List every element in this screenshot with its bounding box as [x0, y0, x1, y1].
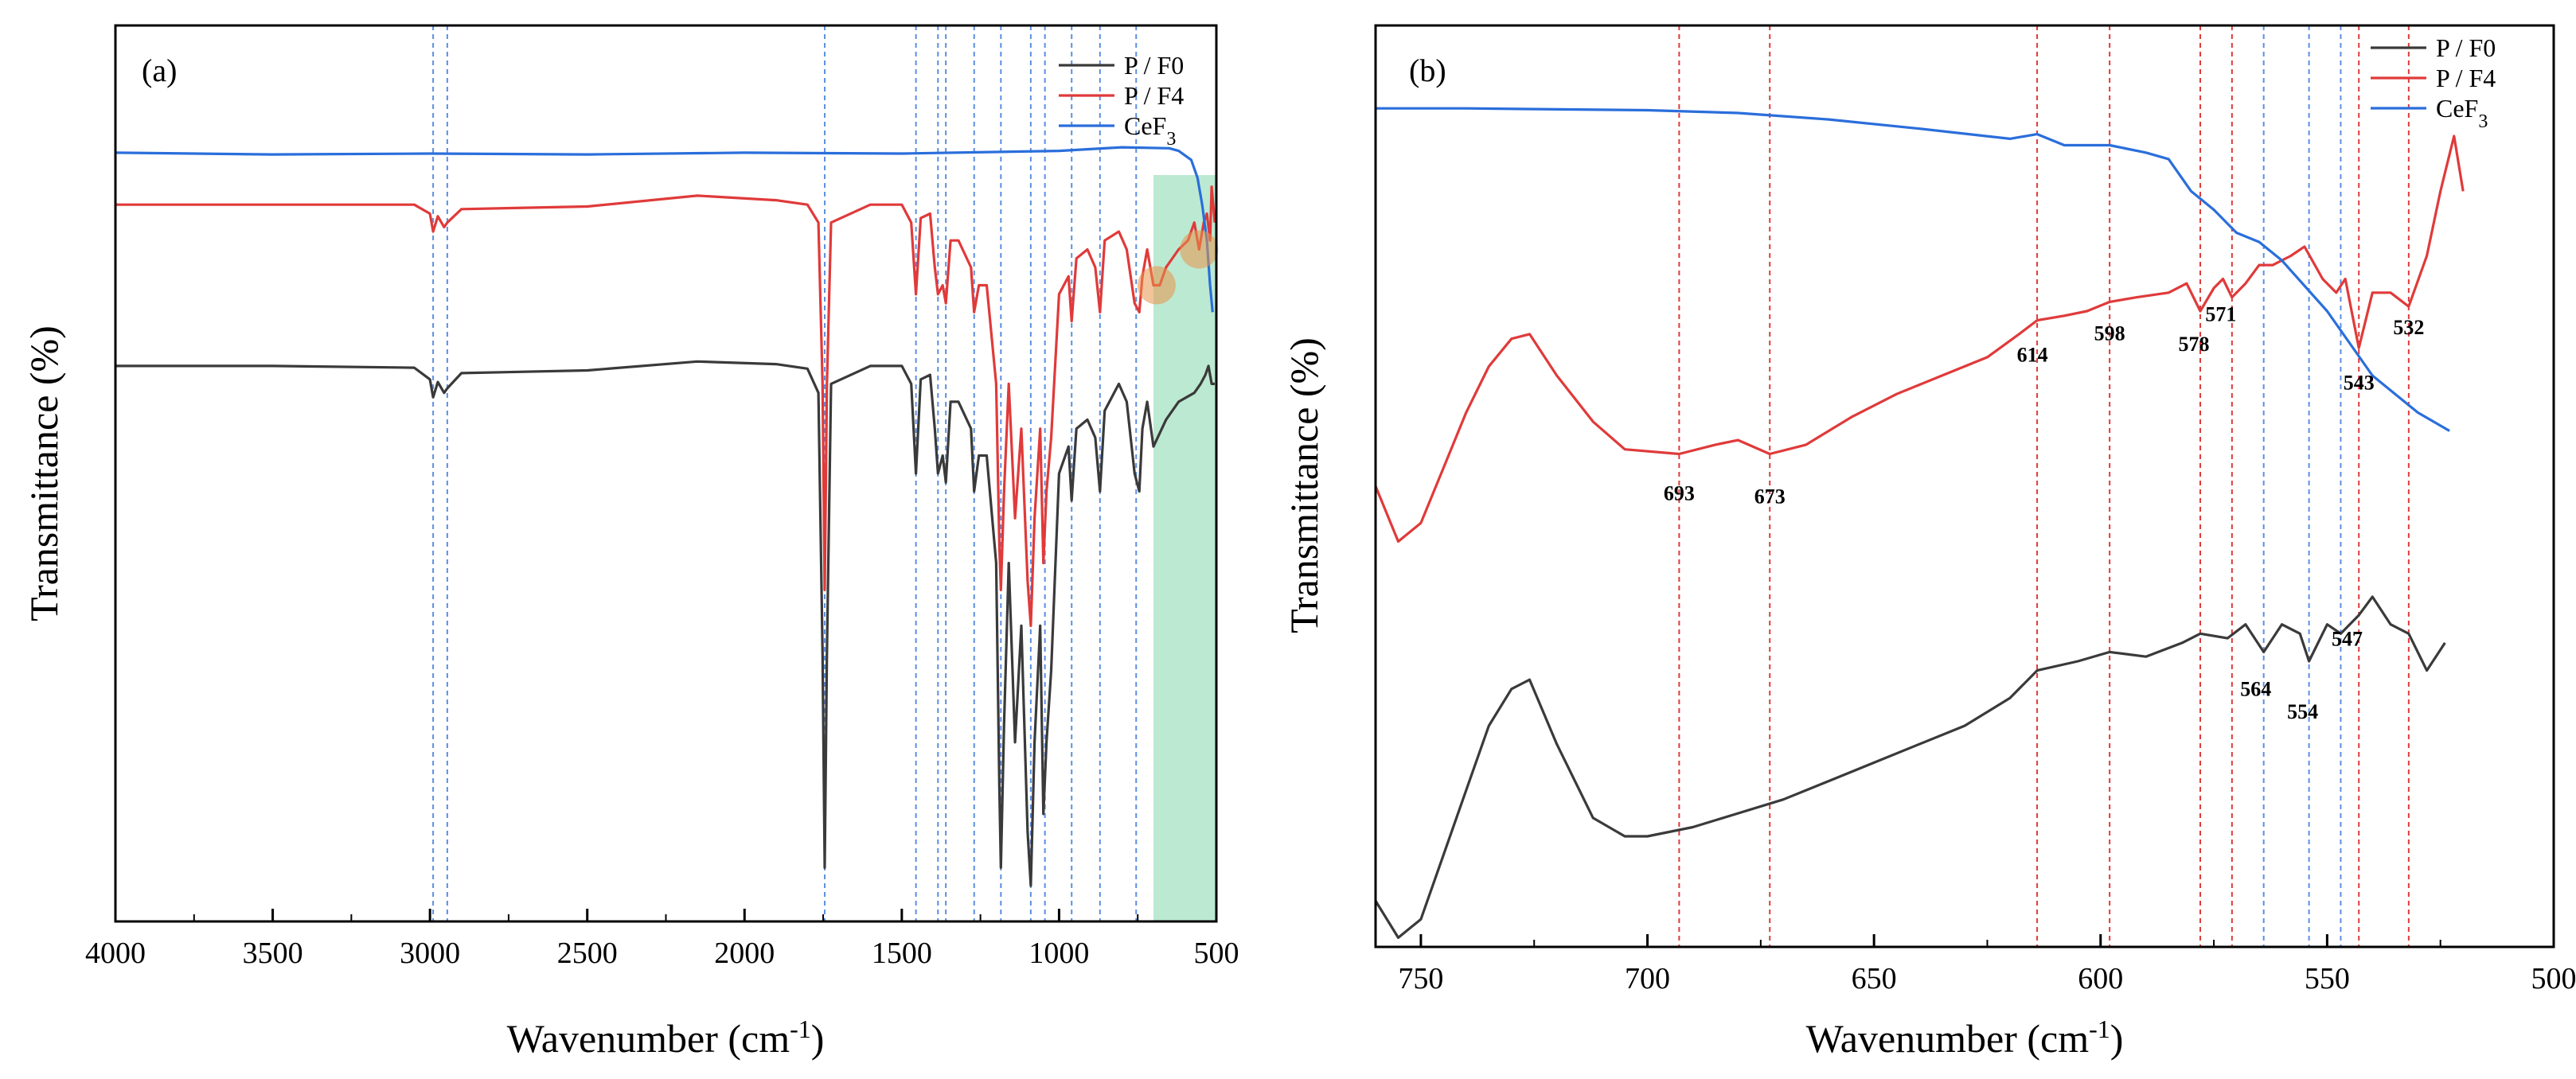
peak-label-571: 571 — [2205, 303, 2236, 326]
panel-a-y-axis-title: Transmittance (%) — [21, 325, 66, 621]
x-tick-label-2000: 2000 — [714, 937, 775, 970]
legend-label-p-f4: P / F4 — [2436, 64, 2496, 92]
panel-a-x-axis-title-sup: -1 — [790, 1015, 811, 1043]
series-line-cef3 — [1376, 107, 2450, 432]
panel-a-x-axis-title-main: Wavenumber (cm — [507, 1016, 790, 1061]
x-tick-label-700: 700 — [1625, 962, 1670, 995]
panel-a-reference-lines — [432, 25, 1138, 921]
panel-b-x-axis-title: Wavenumber (cm-1) — [1806, 1015, 2124, 1061]
panel-b-reference-lines — [1678, 25, 2410, 947]
series-line-p-f4 — [1374, 134, 2465, 543]
peak-label-547: 547 — [2332, 627, 2363, 650]
panel-b-x-ticks: 750 700 650 600 550 500 — [1398, 934, 2576, 995]
panel-a-x-axis-title: Wavenumber (cm-1) — [507, 1015, 825, 1061]
peak-label-532: 532 — [2393, 316, 2424, 339]
panel-a-markers — [1137, 230, 1219, 305]
peak-label-598: 598 — [2094, 321, 2125, 345]
x-tick-label-500: 500 — [2531, 962, 2576, 995]
legend-label-p-f0: P / F0 — [2436, 33, 2496, 62]
panel-b-plot-frame — [1374, 24, 2555, 949]
x-tick-label-3000: 3000 — [400, 937, 460, 970]
x-tick-label-4000: 4000 — [85, 937, 146, 970]
panel-b-label: (b) — [1409, 53, 1446, 88]
highlight-marker-555 — [1180, 230, 1219, 269]
series-line-p-f0 — [115, 360, 1215, 887]
x-tick-label-750: 750 — [1398, 962, 1443, 995]
peak-label-543: 543 — [2344, 371, 2375, 394]
x-tick-label-1000: 1000 — [1028, 937, 1089, 970]
x-tick-label-2500: 2500 — [557, 937, 618, 970]
peak-label-673: 673 — [1754, 485, 1786, 508]
highlight-marker-690 — [1137, 266, 1176, 305]
panel-b-x-axis-title-sup: -1 — [2089, 1015, 2110, 1043]
legend-label-cef3: CeF3 — [2436, 94, 2488, 132]
series-line-cef3 — [115, 146, 1214, 313]
panel-b-y-axis-title: Transmittance (%) — [1282, 337, 1326, 633]
x-tick-label-3500: 3500 — [243, 937, 303, 970]
panel-a-label: (a) — [142, 53, 177, 88]
peak-label-693: 693 — [1664, 481, 1695, 504]
panel-b-peak-labels: 693 673 614 598 578 571 543 532 564 554 547 — [1664, 303, 2424, 723]
series-line-p-f4 — [115, 185, 1216, 627]
panel-b-chart: 693 673 614 598 578 571 543 532 564 554 547 750 700… — [1282, 24, 2576, 1061]
x-tick-label-550: 550 — [2305, 962, 2350, 995]
series-line-p-f0 — [1374, 595, 2446, 939]
panel-a-chart: 4000 3500 3000 2500 2000 1500 1000 500 (a) P / … — [21, 24, 1239, 1061]
panel-b-x-axis-title-close: ) — [2110, 1016, 2124, 1061]
panel-a-x-axis-title-close: ) — [811, 1016, 825, 1061]
peak-label-564: 564 — [2240, 677, 2271, 700]
panel-b-x-axis-title-main: Wavenumber (cm — [1806, 1016, 2090, 1061]
legend-label-p-f0: P / F0 — [1124, 51, 1184, 80]
panel-b-series-group — [1374, 107, 2465, 939]
x-tick-label-600: 600 — [2078, 962, 2123, 995]
x-tick-label-500: 500 — [1194, 937, 1239, 970]
peak-label-554: 554 — [2287, 700, 2318, 723]
legend-label-p-f4: P / F4 — [1124, 81, 1184, 110]
x-tick-label-650: 650 — [1852, 962, 1897, 995]
peak-label-578: 578 — [2179, 333, 2210, 356]
legend-label-cef3: CeF3 — [1124, 111, 1176, 150]
panel-a-series-group — [115, 146, 1216, 887]
peak-label-614: 614 — [2017, 344, 2048, 367]
x-tick-label-1500: 1500 — [872, 937, 932, 970]
panel-a-x-ticks: 4000 3500 3000 2500 2000 1500 1000 500 — [85, 909, 1239, 970]
panel-a-plot-frame — [114, 24, 1218, 923]
